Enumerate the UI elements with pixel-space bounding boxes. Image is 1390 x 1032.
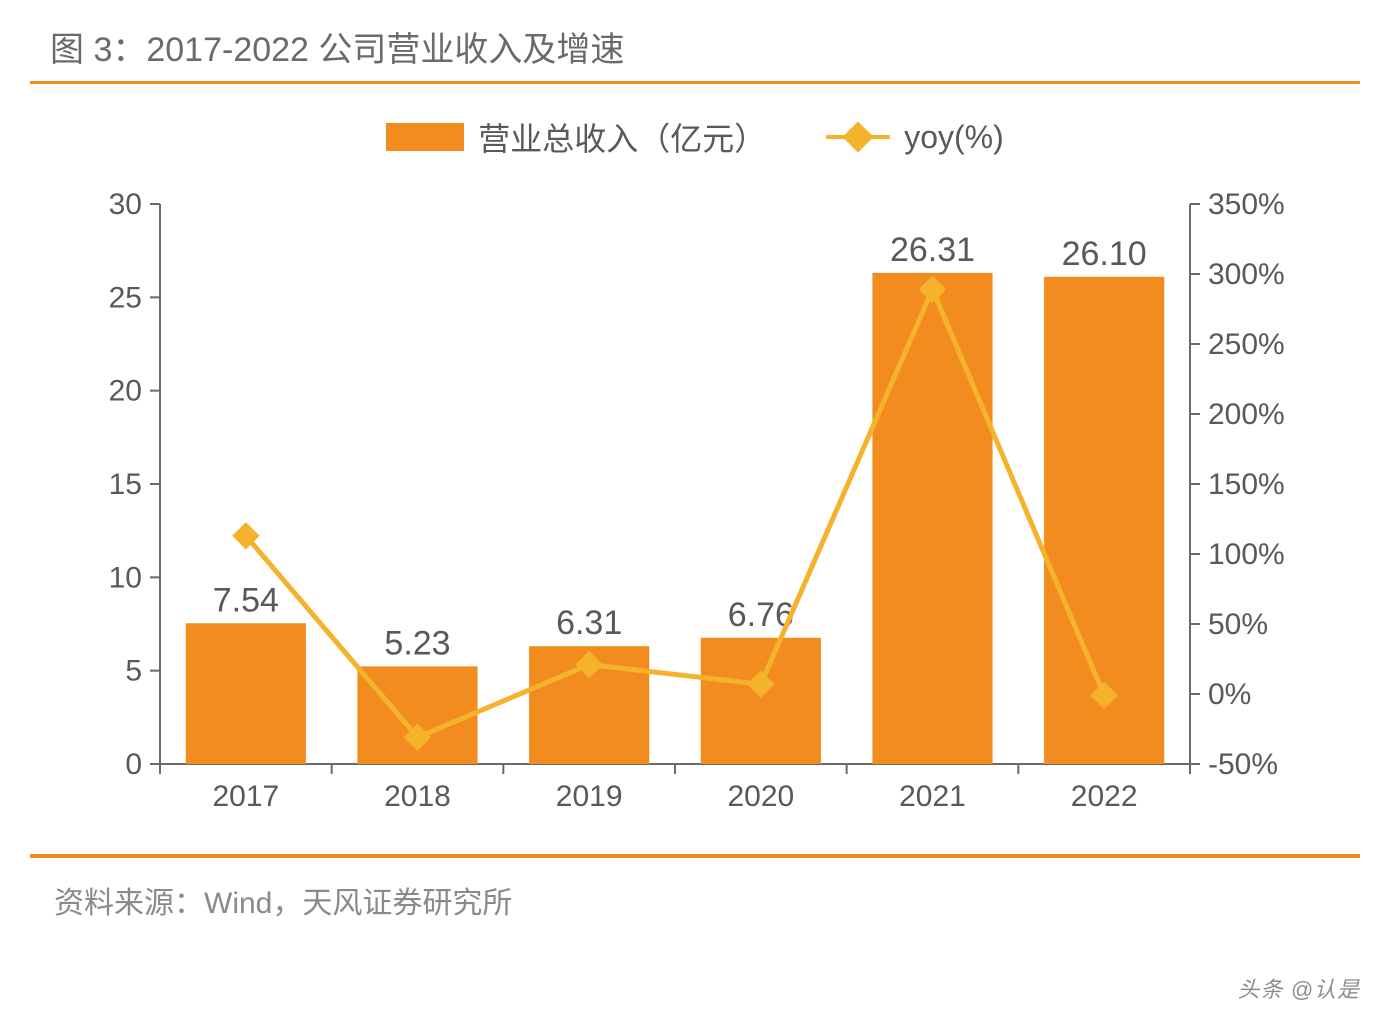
svg-text:0%: 0% xyxy=(1208,678,1251,711)
svg-text:350%: 350% xyxy=(1208,188,1285,221)
svg-text:10: 10 xyxy=(109,561,142,594)
svg-text:2017: 2017 xyxy=(212,780,279,813)
svg-text:5: 5 xyxy=(125,655,142,688)
svg-text:5.23: 5.23 xyxy=(384,624,450,662)
watermark: 头条 @认是 xyxy=(1238,972,1360,1004)
svg-text:7.54: 7.54 xyxy=(213,581,279,619)
legend-line-label: yoy(%) xyxy=(904,119,1004,156)
svg-text:250%: 250% xyxy=(1208,328,1285,361)
svg-text:2020: 2020 xyxy=(727,780,794,813)
chart-svg: 0 5 10 15 20 25 30 -50% 0% 50% 100% 150% 200% 250% 300… xyxy=(50,174,1340,834)
svg-text:2019: 2019 xyxy=(556,780,623,813)
svg-text:25: 25 xyxy=(109,281,142,314)
chart-title: 图 3：2017-2022 公司营业收入及增速 xyxy=(30,18,1360,81)
svg-text:300%: 300% xyxy=(1208,258,1285,291)
svg-text:0: 0 xyxy=(125,748,142,781)
svg-text:150%: 150% xyxy=(1208,468,1285,501)
svg-text:2018: 2018 xyxy=(384,780,451,813)
svg-text:15: 15 xyxy=(109,468,142,501)
svg-text:30: 30 xyxy=(109,188,142,221)
svg-text:200%: 200% xyxy=(1208,398,1285,431)
svg-text:50%: 50% xyxy=(1208,608,1268,641)
source-label: 资料来源：Wind，天风证券研究所 xyxy=(30,858,1360,922)
title-rule xyxy=(30,81,1360,84)
svg-text:-50%: -50% xyxy=(1208,748,1278,781)
svg-text:2021: 2021 xyxy=(899,780,966,813)
svg-text:20: 20 xyxy=(109,375,142,408)
legend-line-swatch xyxy=(826,135,890,139)
legend-bar-label: 营业总收入（亿元） xyxy=(478,114,766,160)
svg-text:26.31: 26.31 xyxy=(890,231,975,269)
svg-text:2022: 2022 xyxy=(1071,780,1138,813)
legend-item-bar: 营业总收入（亿元） xyxy=(386,114,766,160)
legend-bar-swatch xyxy=(386,123,464,151)
legend-item-line: yoy(%) xyxy=(826,119,1004,156)
svg-text:26.10: 26.10 xyxy=(1062,235,1147,273)
svg-text:6.31: 6.31 xyxy=(556,604,622,642)
svg-text:100%: 100% xyxy=(1208,538,1285,571)
chart-area: 0 5 10 15 20 25 30 -50% 0% 50% 100% 150% 200% 250% 300… xyxy=(50,174,1340,834)
legend: 营业总收入（亿元） yoy(%) xyxy=(30,114,1360,160)
